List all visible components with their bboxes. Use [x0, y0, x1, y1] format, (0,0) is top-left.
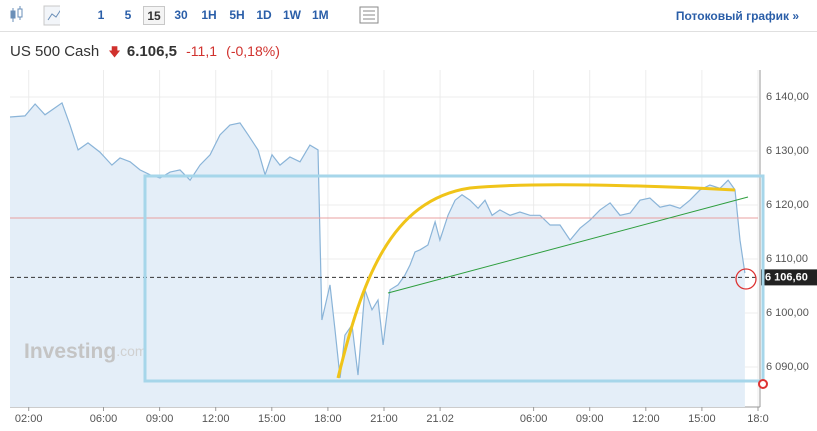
y-tick-label: 6 090,00 [766, 361, 809, 373]
drawing-handle [758, 379, 768, 389]
y-tick-label: 6 110,00 [766, 253, 808, 265]
x-tick-label: 06:00 [520, 413, 548, 425]
interval-button[interactable]: 1 [97, 8, 105, 22]
x-tick-label: 18:0 [747, 413, 768, 425]
x-tick-label: 12:00 [632, 413, 660, 425]
watermark-brand: Investing [24, 340, 116, 363]
x-tick-label: 09:00 [146, 413, 174, 425]
settings-icon[interactable] [358, 0, 380, 31]
instrument-header: US 500 Cash 🡇 6.106,5 -11,1 (-0,18%) [10, 43, 285, 64]
last-price-box [761, 269, 817, 286]
x-tick-label: 09:00 [576, 413, 604, 425]
curve-drawing [336, 183, 736, 379]
streaming-chart-link[interactable]: Потоковый график » [675, 9, 799, 23]
interval-button[interactable]: 1H [201, 8, 217, 22]
price: 6.106,5 [126, 43, 177, 60]
interval-button[interactable]: 1D [256, 8, 272, 22]
y-tick-label: 6 130,00 [766, 145, 809, 157]
area-fill [10, 102, 745, 408]
toolbar: 1 5 15 30 1H 5H 1D 1W 1M Потоковый график » [0, 0, 817, 32]
interval-button[interactable]: 1M [312, 8, 329, 22]
x-tick-label: 15:00 [688, 413, 716, 425]
drawings [143, 174, 768, 389]
trend-line-drawing [387, 196, 749, 294]
change-pct: (-0,18%) [226, 43, 280, 59]
x-tick-label: 18:00 [314, 413, 342, 425]
x-tick-label: 12:00 [202, 413, 230, 425]
interval-button[interactable]: 30 [174, 8, 188, 22]
x-tick-label: 21.02 [426, 413, 454, 425]
y-tick-label: 6 140,00 [766, 91, 809, 103]
x-tick-label: 21:00 [370, 413, 398, 425]
x-tick-label: 15:00 [258, 413, 286, 425]
down-arrow: 🡇 [108, 45, 121, 59]
watermark-suffix: .com [116, 343, 146, 359]
price-marker [735, 268, 757, 290]
interval-button[interactable]: 5 [124, 8, 132, 22]
interval-button[interactable]: 5H [229, 8, 245, 22]
y-tick-label: 6 120,00 [766, 199, 809, 211]
interval-button[interactable]: 15 [143, 6, 165, 25]
last-price-label: 6 106,60 [765, 271, 808, 283]
change: -11,1 [186, 43, 217, 59]
x-tick-label: 02:00 [15, 413, 43, 425]
watermark: Investing.com [24, 340, 147, 363]
x-tick-label: 06:00 [90, 413, 118, 425]
rectangle-drawing [143, 174, 765, 383]
chart-type-icons [10, 5, 60, 26]
interval-button[interactable]: 1W [283, 8, 301, 22]
y-tick-label: 6 100,00 [766, 307, 809, 319]
instrument-name: US 500 Cash [10, 43, 100, 60]
